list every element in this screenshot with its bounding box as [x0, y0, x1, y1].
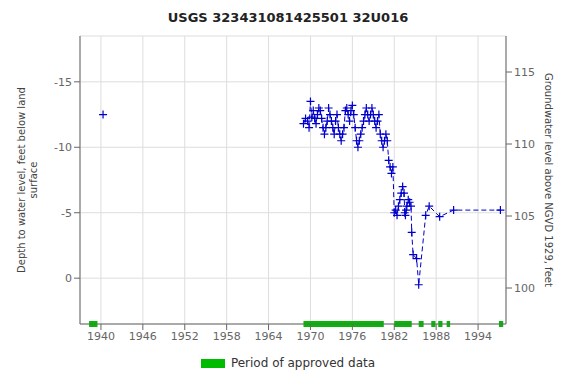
svg-text:100: 100: [514, 282, 535, 295]
svg-text:1946: 1946: [129, 330, 157, 343]
html-text:USGS 323431081425501 32U016: USGS 323431081425501 32U016: [167, 10, 409, 25]
svg-text:-15: -15: [54, 76, 72, 89]
svg-text:1976: 1976: [338, 330, 366, 343]
svg-text:1940: 1940: [87, 330, 115, 343]
svg-text:Groundwater level above NGVD 1: Groundwater level above NGVD 1929, feet: [544, 73, 555, 287]
svg-text:-10: -10: [54, 141, 72, 154]
svg-text:105: 105: [514, 210, 535, 223]
svg-text:1964: 1964: [255, 330, 283, 343]
svg-text:-5: -5: [61, 207, 72, 220]
svg-text:1988: 1988: [422, 330, 450, 343]
svg-text:115: 115: [514, 66, 535, 79]
svg-text:1970: 1970: [296, 330, 324, 343]
svg-text:1958: 1958: [213, 330, 241, 343]
svg-text:Depth to water level, feet bel: Depth to water level, feet below landsur…: [16, 87, 39, 273]
svg-text:1952: 1952: [171, 330, 199, 343]
svg-text:1994: 1994: [464, 330, 492, 343]
html-text:Period of approved data: Period of approved data: [230, 356, 376, 370]
svg-text:110: 110: [514, 138, 535, 151]
svg-text:1982: 1982: [380, 330, 408, 343]
svg-text:0: 0: [65, 272, 72, 285]
